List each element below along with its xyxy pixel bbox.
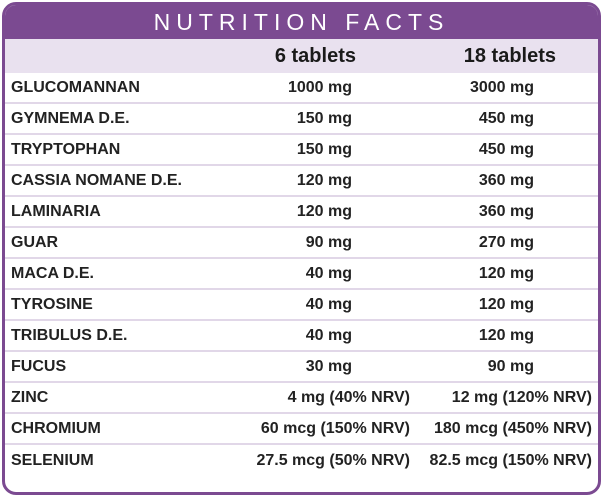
nutrient-name: TRIBULUS D.E. <box>11 326 128 344</box>
nutrient-name: TYROSINE <box>11 295 93 313</box>
nutrient-name: FUCUS <box>11 357 67 375</box>
nutrient-name: CHROMIUM <box>11 419 101 437</box>
nutrient-name: TRYPTOPHAN <box>11 140 121 158</box>
amount-18-tablets: 180 mcg (450% NRV) <box>434 419 592 437</box>
amount-6-tablets: 40 mg <box>305 295 352 313</box>
amount-18-tablets: 82.5 mcg (150% NRV) <box>429 451 592 469</box>
amount-6-tablets: 40 mg <box>305 264 352 282</box>
table-row: FUCUS 30 mg 90 mg <box>5 352 598 383</box>
amount-18-tablets: 450 mg <box>478 109 534 127</box>
nutrient-name: GLUCOMANNAN <box>11 78 140 96</box>
amount-6-tablets: 1000 mg <box>287 78 352 96</box>
table-row: ZINC 4 mg (40% NRV) 12 mg (120% NRV) <box>5 383 598 414</box>
column-header-6-tablets: 6 tablets <box>274 44 356 67</box>
amount-6-tablets: 150 mg <box>296 140 352 158</box>
nutrient-name: ZINC <box>11 388 49 406</box>
amount-18-tablets: 120 mg <box>478 326 534 344</box>
table-row: SELENIUM 27.5 mcg (50% NRV) 82.5 mcg (15… <box>5 445 598 476</box>
table-row: TYROSINE 40 mg 120 mg <box>5 290 598 321</box>
title-bar: NUTRITION FACTS <box>5 5 598 39</box>
amount-6-tablets: 40 mg <box>305 326 352 344</box>
amount-6-tablets: 120 mg <box>296 171 352 189</box>
table-row: TRIBULUS D.E. 40 mg 120 mg <box>5 321 598 352</box>
amount-18-tablets: 360 mg <box>478 171 534 189</box>
table-row: CHROMIUM 60 mcg (150% NRV) 180 mcg (450%… <box>5 414 598 445</box>
amount-6-tablets: 60 mcg (150% NRV) <box>260 419 410 437</box>
table-row: MACA D.E. 40 mg 120 mg <box>5 259 598 290</box>
amount-18-tablets: 450 mg <box>478 140 534 158</box>
nutrient-name: CASSIA NOMANE D.E. <box>11 171 182 189</box>
column-header-18-tablets: 18 tablets <box>463 44 556 67</box>
amount-6-tablets: 27.5 mcg (50% NRV) <box>256 451 410 469</box>
nutrient-rows: GLUCOMANNAN 1000 mg 3000 mg GYMNEMA D.E.… <box>5 73 598 476</box>
nutrient-name: MACA D.E. <box>11 264 94 282</box>
nutrient-name: GUAR <box>11 233 59 251</box>
panel-title: NUTRITION FACTS <box>153 8 450 35</box>
table-row: TRYPTOPHAN 150 mg 450 mg <box>5 135 598 166</box>
table-row: GLUCOMANNAN 1000 mg 3000 mg <box>5 73 598 104</box>
amount-18-tablets: 120 mg <box>478 264 534 282</box>
amount-6-tablets: 120 mg <box>296 202 352 220</box>
amount-6-tablets: 4 mg (40% NRV) <box>287 388 410 406</box>
table-row: GYMNEMA D.E. 150 mg 450 mg <box>5 104 598 135</box>
table-row: CASSIA NOMANE D.E. 120 mg 360 mg <box>5 166 598 197</box>
amount-6-tablets: 90 mg <box>305 233 352 251</box>
nutrient-name: LAMINARIA <box>11 202 101 220</box>
nutrient-name: SELENIUM <box>11 451 94 469</box>
amount-18-tablets: 360 mg <box>478 202 534 220</box>
amount-6-tablets: 30 mg <box>305 357 352 375</box>
table-row: GUAR 90 mg 270 mg <box>5 228 598 259</box>
nutrient-name: GYMNEMA D.E. <box>11 109 130 127</box>
table-row: LAMINARIA 120 mg 360 mg <box>5 197 598 228</box>
column-header-row: 6 tablets 18 tablets <box>5 39 598 73</box>
amount-18-tablets: 120 mg <box>478 295 534 313</box>
amount-18-tablets: 12 mg (120% NRV) <box>451 388 592 406</box>
amount-18-tablets: 270 mg <box>478 233 534 251</box>
amount-18-tablets: 3000 mg <box>469 78 534 96</box>
amount-18-tablets: 90 mg <box>487 357 534 375</box>
amount-6-tablets: 150 mg <box>296 109 352 127</box>
